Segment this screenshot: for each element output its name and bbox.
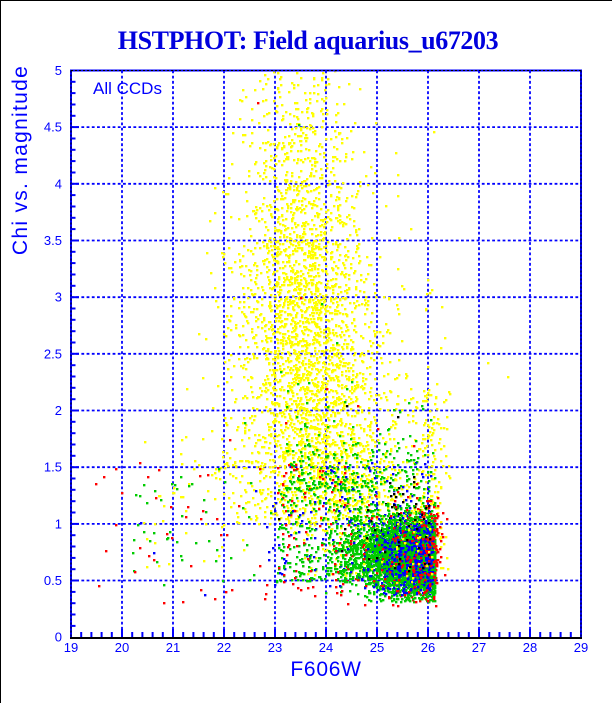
- svg-text:1.5: 1.5: [44, 460, 62, 475]
- svg-text:26: 26: [421, 640, 435, 655]
- svg-text:22: 22: [217, 640, 231, 655]
- svg-text:Chi vs. magnitude: Chi vs. magnitude: [9, 65, 32, 255]
- svg-text:0.5: 0.5: [44, 573, 62, 588]
- svg-text:19: 19: [64, 640, 78, 655]
- svg-text:All CCDs: All CCDs: [93, 79, 162, 98]
- svg-text:23: 23: [268, 640, 282, 655]
- svg-text:21: 21: [166, 640, 180, 655]
- svg-text:3.5: 3.5: [44, 233, 62, 248]
- svg-text:2.5: 2.5: [44, 346, 62, 361]
- svg-text:3: 3: [55, 290, 62, 305]
- svg-text:25: 25: [370, 640, 384, 655]
- svg-text:28: 28: [523, 640, 537, 655]
- svg-text:0: 0: [55, 630, 62, 645]
- svg-text:F606W: F606W: [290, 658, 361, 681]
- svg-text:4: 4: [55, 176, 62, 191]
- svg-text:1: 1: [55, 516, 62, 531]
- svg-text:HSTPHOT: Field aquarius_u67203: HSTPHOT: Field aquarius_u67203: [118, 26, 499, 55]
- svg-text:27: 27: [472, 640, 486, 655]
- svg-text:29: 29: [574, 640, 588, 655]
- svg-text:24: 24: [319, 640, 333, 655]
- svg-text:5: 5: [55, 63, 62, 78]
- svg-text:20: 20: [115, 640, 129, 655]
- svg-text:4.5: 4.5: [44, 120, 62, 135]
- svg-text:2: 2: [55, 403, 62, 418]
